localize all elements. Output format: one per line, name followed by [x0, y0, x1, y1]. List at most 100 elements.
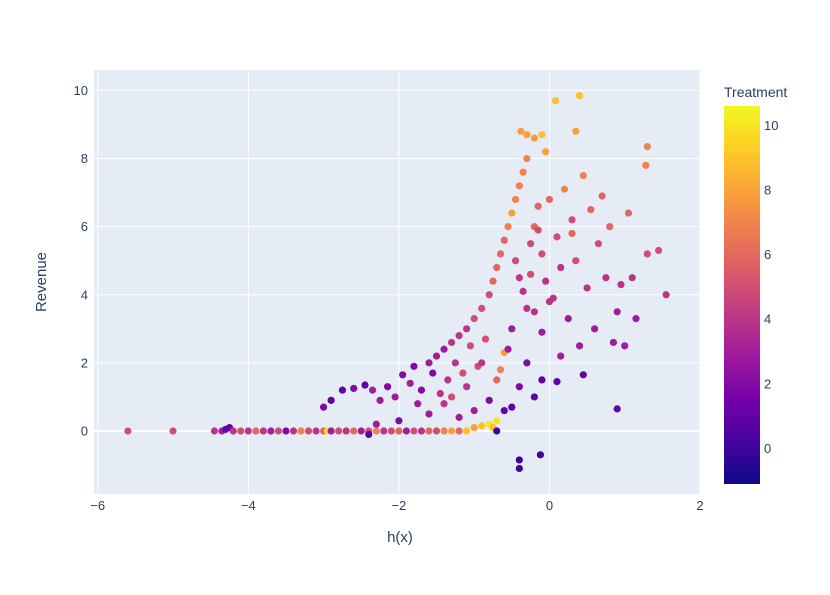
data-point — [609, 338, 618, 347]
data-point — [432, 352, 441, 360]
data-point — [470, 423, 478, 432]
data-point — [481, 335, 490, 343]
y-tick-label: 6 — [81, 219, 88, 234]
data-point — [485, 291, 493, 299]
data-point — [551, 97, 560, 105]
data-point — [538, 250, 546, 258]
data-point — [338, 386, 347, 394]
data-point — [606, 223, 614, 231]
data-point — [414, 400, 422, 408]
y-tick-label: 10 — [74, 83, 88, 98]
data-point — [568, 229, 576, 238]
data-point — [470, 406, 478, 415]
data-point — [530, 134, 538, 142]
x-tick-label: −2 — [391, 498, 406, 513]
colorbar-tick-label: 2 — [764, 376, 771, 391]
data-point — [399, 371, 407, 379]
colorbar-tick-labels: 0 2 4 6 8 10 — [764, 118, 778, 456]
data-point — [511, 257, 520, 265]
data-point — [327, 427, 335, 435]
data-point — [282, 427, 290, 435]
data-point — [508, 209, 516, 217]
data-point — [383, 383, 392, 391]
data-point — [372, 420, 380, 428]
data-point — [410, 362, 418, 370]
data-point — [455, 332, 463, 340]
data-point — [530, 393, 538, 401]
data-point — [643, 143, 651, 151]
y-tick-label: 4 — [81, 287, 88, 302]
data-point — [466, 342, 474, 350]
data-point — [515, 383, 523, 391]
data-point — [436, 389, 444, 398]
data-point — [417, 427, 426, 435]
data-point — [515, 456, 523, 464]
data-point — [493, 263, 501, 272]
data-point — [523, 154, 531, 163]
data-point — [523, 304, 531, 312]
data-point — [304, 427, 313, 435]
data-point — [621, 342, 629, 350]
data-point — [542, 277, 550, 285]
data-point — [478, 422, 486, 430]
data-point — [553, 233, 561, 241]
data-point — [500, 406, 508, 415]
data-point — [643, 250, 651, 258]
data-point — [560, 185, 569, 193]
data-point — [553, 378, 561, 386]
data-point — [463, 427, 471, 435]
colorbar — [724, 106, 760, 484]
data-point — [429, 369, 437, 377]
data-point — [210, 427, 219, 435]
data-point — [440, 400, 448, 408]
data-point — [350, 384, 358, 393]
data-point — [229, 427, 237, 435]
data-point — [579, 371, 587, 379]
data-point — [327, 396, 335, 404]
data-point — [628, 274, 636, 282]
data-point — [583, 284, 591, 292]
data-point — [642, 161, 650, 169]
data-point — [523, 131, 531, 139]
data-point — [485, 396, 493, 404]
data-point — [350, 427, 358, 435]
data-point — [575, 342, 584, 350]
data-point — [564, 315, 572, 323]
data-point — [361, 381, 369, 389]
x-tick-label: 2 — [696, 498, 703, 513]
data-point — [617, 280, 625, 289]
data-point — [169, 427, 177, 435]
data-point — [519, 287, 527, 295]
colorbar-tick-label: 10 — [764, 118, 778, 133]
data-point — [517, 127, 525, 135]
y-tick-label: 0 — [81, 423, 88, 438]
data-point — [493, 427, 501, 435]
data-point — [312, 427, 320, 435]
data-point — [406, 379, 414, 387]
data-point — [534, 202, 542, 210]
data-point — [463, 383, 471, 391]
data-point — [527, 240, 535, 248]
data-point — [391, 393, 399, 401]
data-point — [536, 451, 545, 459]
data-point — [478, 359, 486, 367]
data-point — [357, 427, 365, 435]
data-point — [515, 182, 523, 190]
data-point — [335, 427, 343, 435]
data-point — [557, 352, 565, 360]
y-tick-label: 2 — [81, 355, 88, 370]
data-point — [568, 216, 576, 224]
data-point — [387, 427, 395, 435]
data-point — [515, 464, 523, 473]
data-point — [508, 325, 516, 333]
data-point — [447, 338, 456, 347]
data-point — [542, 148, 550, 156]
data-point — [320, 403, 328, 411]
x-tick-labels: −6 −4 −2 0 2 — [90, 498, 703, 513]
data-point — [632, 315, 640, 323]
data-point — [538, 131, 546, 139]
data-point — [508, 403, 516, 411]
data-point — [587, 206, 595, 214]
data-point — [124, 427, 132, 435]
data-point — [538, 328, 546, 336]
